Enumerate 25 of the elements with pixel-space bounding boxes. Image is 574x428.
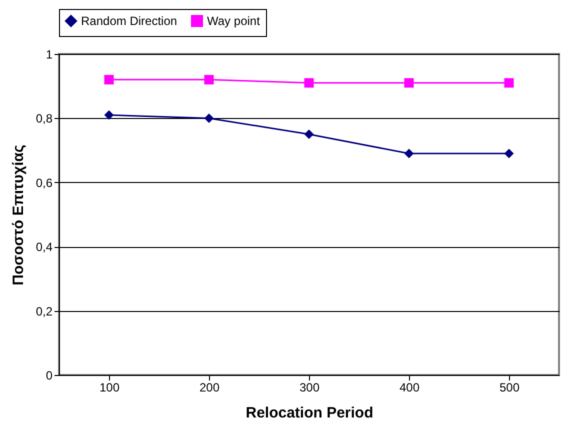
- x-tick-label: 400: [399, 380, 420, 394]
- point: [104, 110, 114, 120]
- y-tick-label: 0,6: [36, 176, 53, 190]
- point: [504, 78, 514, 88]
- x-tick-label: 500: [499, 380, 520, 394]
- point: [204, 113, 214, 123]
- point: [304, 78, 314, 88]
- x-tick-label: 300: [299, 380, 320, 394]
- x-tick-label: 200: [199, 380, 220, 394]
- y-tick-label: 1: [46, 48, 53, 62]
- y-tick-label: 0,4: [36, 240, 53, 254]
- y-tick-label: 0,2: [36, 304, 53, 318]
- legend-label: Way point: [207, 14, 261, 28]
- point: [304, 130, 314, 139]
- point: [404, 148, 414, 158]
- y-axis-title: Ποσοστό Επιτυχίας: [10, 144, 27, 286]
- y-tick-label: 0: [46, 368, 53, 382]
- point: [504, 148, 514, 158]
- point: [204, 74, 214, 84]
- point: [104, 74, 114, 84]
- point: [404, 78, 414, 88]
- x-axis-title: Relocation Period: [246, 404, 374, 422]
- legend-label: Random Direction: [81, 14, 178, 28]
- y-tick-label: 0,8: [36, 112, 53, 126]
- x-tick-label: 100: [99, 380, 120, 394]
